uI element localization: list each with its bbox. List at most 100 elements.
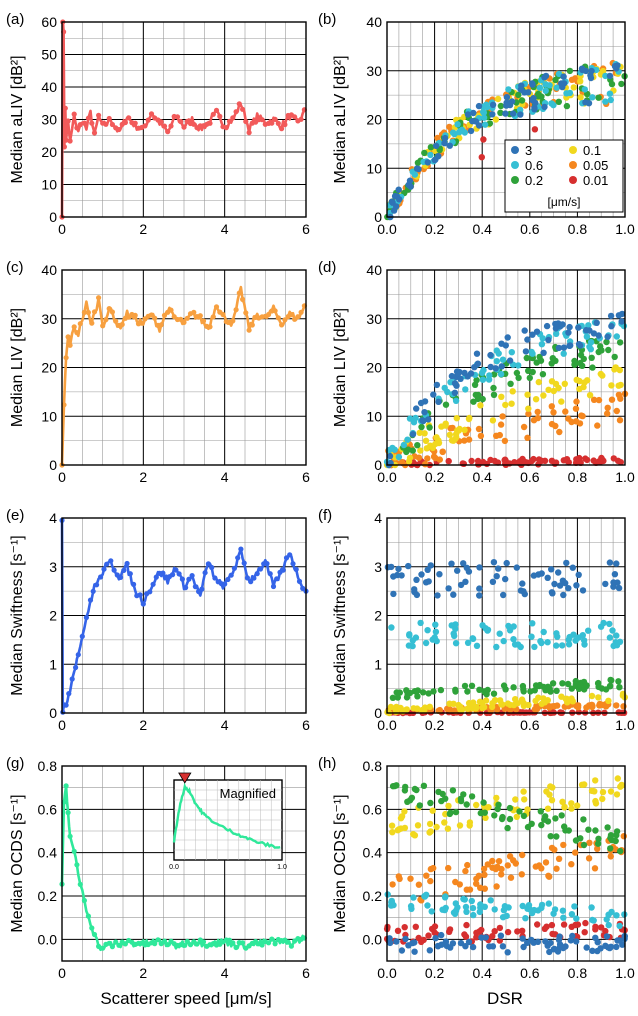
data-point: [430, 453, 438, 460]
data-point: [493, 573, 500, 580]
data-point: [65, 810, 71, 816]
data-point: [599, 795, 606, 803]
data-point: [507, 706, 514, 713]
data-point: [430, 864, 437, 872]
data-point: [611, 62, 619, 70]
data-point: [616, 684, 623, 691]
data-point: [531, 104, 538, 112]
data-point: [207, 120, 213, 126]
data-point: [576, 377, 583, 385]
y-tick-label: 30: [366, 63, 382, 79]
data-point: [611, 353, 618, 361]
data-point: [411, 785, 419, 793]
data-point: [394, 694, 401, 701]
data-point: [610, 455, 617, 462]
data-point: [496, 431, 503, 439]
data-point: [274, 576, 280, 582]
data-point: [520, 812, 528, 820]
data-point: [547, 783, 554, 790]
data-point: [510, 636, 517, 643]
data-point: [549, 355, 556, 362]
data-point: [213, 107, 220, 113]
data-point: [535, 378, 542, 386]
plot-frame: [386, 517, 626, 714]
data-point: [496, 924, 504, 932]
data-point: [534, 414, 542, 422]
data-point: [293, 566, 299, 573]
data-point: [517, 111, 524, 118]
data-point: [613, 943, 620, 951]
legend-marker: [511, 146, 519, 154]
x-axis-title-left: Scatterer speed [μm/s]: [100, 989, 271, 1008]
data-point: [510, 684, 517, 691]
data-point: [384, 891, 391, 898]
data-point: [391, 782, 399, 790]
data-point: [503, 94, 511, 101]
y-tick-label: 30: [41, 112, 57, 128]
data-point: [91, 309, 98, 315]
data-point: [63, 702, 69, 708]
data-point: [486, 372, 493, 379]
panel-label: (f): [318, 507, 332, 524]
data-point: [425, 416, 432, 423]
data-point: [85, 309, 91, 316]
data-point: [398, 947, 406, 954]
data-point: [94, 582, 100, 588]
data-point: [89, 120, 95, 126]
data-point: [168, 307, 174, 313]
data-point: [397, 825, 405, 832]
data-point: [567, 937, 574, 944]
data-point: [100, 323, 106, 329]
data-point: [478, 154, 485, 161]
data-point: [100, 945, 106, 951]
data-point: [468, 793, 476, 800]
data-point: [602, 580, 609, 588]
data-point: [504, 334, 511, 341]
data-point: [536, 353, 543, 361]
data-point: [425, 578, 432, 585]
data-point: [464, 373, 471, 380]
data-point: [414, 693, 421, 700]
data-point: [240, 296, 246, 302]
data-point: [586, 392, 594, 399]
x-tick-label: 2: [139, 221, 147, 237]
data-point: [400, 441, 408, 449]
data-point: [67, 138, 73, 144]
data-point: [524, 336, 531, 343]
data-point: [619, 310, 626, 318]
data-point: [489, 111, 496, 118]
data-point: [73, 664, 79, 671]
data-point: [464, 861, 471, 869]
data-point: [285, 939, 291, 945]
data-point: [473, 642, 481, 649]
data-point: [603, 916, 610, 923]
plot-frame: [61, 269, 307, 466]
data-point: [491, 812, 498, 819]
data-point: [122, 119, 128, 126]
data-point: [504, 824, 511, 832]
data-point: [586, 327, 593, 334]
data-point: [516, 106, 524, 114]
data-point: [609, 627, 616, 634]
data-point: [427, 799, 434, 807]
data-point: [191, 309, 197, 315]
data-point: [527, 688, 534, 695]
data-point: [523, 354, 530, 362]
data-point: [568, 418, 575, 426]
data-point: [272, 941, 278, 947]
data-point: [555, 936, 563, 944]
x-tick-label: 0.0: [377, 221, 397, 237]
data-point: [402, 707, 409, 714]
data-point: [474, 360, 482, 367]
data-point: [607, 788, 615, 795]
data-point: [544, 818, 552, 825]
data-point: [508, 400, 515, 407]
x-tick-label: 4: [221, 717, 229, 733]
data-point: [243, 118, 249, 125]
data-point: [389, 444, 396, 452]
data-point: [236, 290, 242, 296]
data-point: [607, 96, 614, 104]
data-point: [503, 102, 510, 109]
data-point: [124, 560, 130, 567]
data-point: [393, 203, 400, 210]
